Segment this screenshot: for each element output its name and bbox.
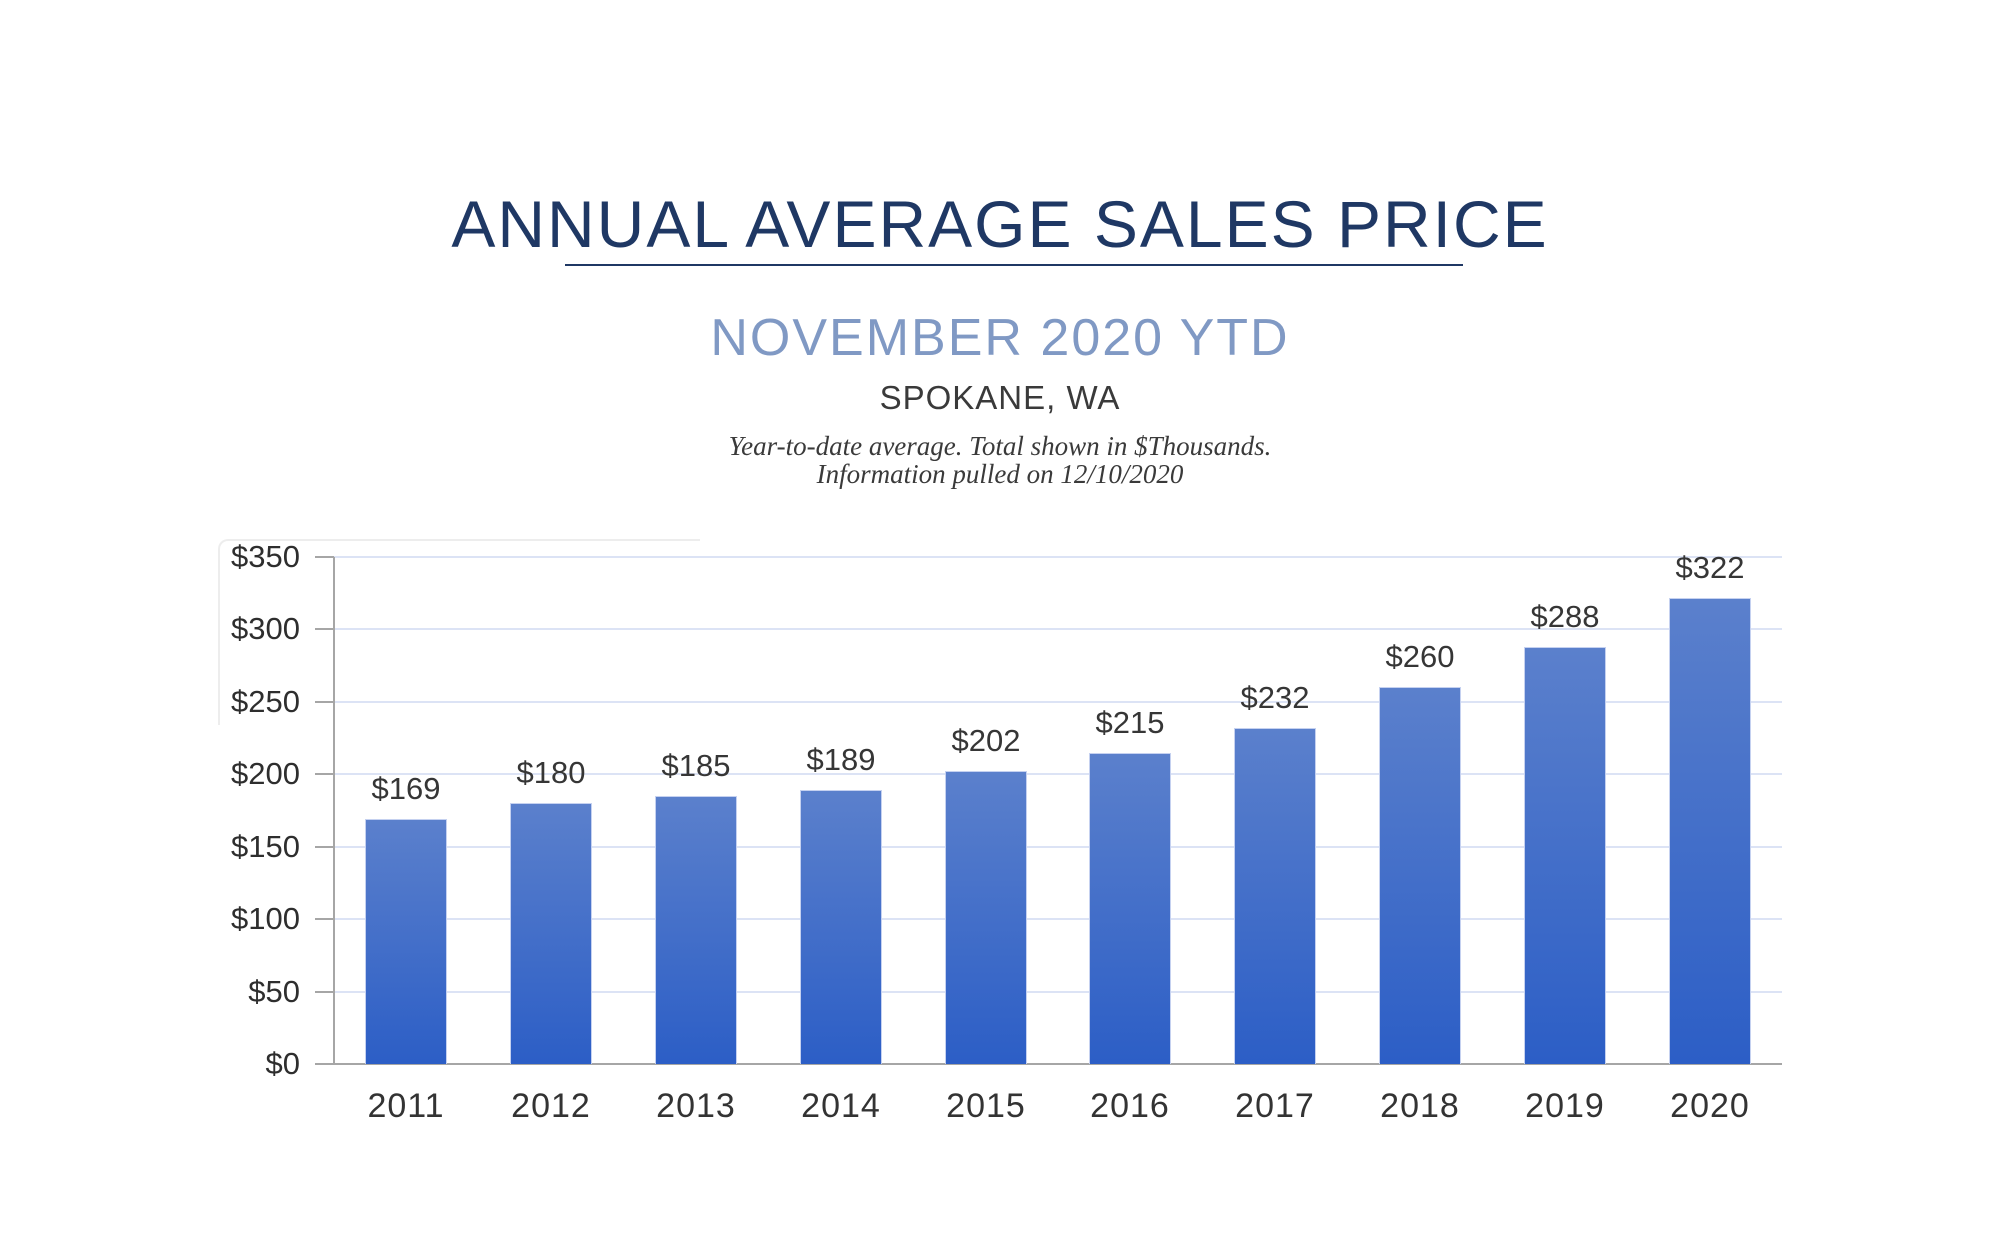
gridline-250 — [334, 701, 1782, 703]
x-axis-label-2020: 2020 — [1670, 1087, 1750, 1125]
x-axis-label-2015: 2015 — [946, 1087, 1026, 1125]
y-axis-tick-200 — [315, 773, 334, 775]
bar-2015 — [945, 771, 1027, 1064]
y-axis-label-100: $100 — [231, 901, 300, 936]
gridline-300 — [334, 628, 1782, 630]
y-axis-tick-300 — [315, 628, 334, 630]
bar-value-2020: $322 — [1675, 550, 1745, 585]
y-axis-label-150: $150 — [231, 829, 300, 864]
bar-2013 — [655, 796, 737, 1064]
gridline-200 — [334, 773, 1782, 775]
gridline-50 — [334, 991, 1782, 993]
x-axis-label-2016: 2016 — [1090, 1087, 1170, 1125]
bar-2014 — [800, 790, 882, 1064]
y-axis-label-350: $350 — [231, 539, 300, 574]
y-axis-label-0: $0 — [265, 1046, 300, 1081]
bar-value-2018: $260 — [1385, 639, 1455, 674]
x-axis-label-2013: 2013 — [656, 1087, 736, 1125]
y-axis-label-200: $200 — [231, 756, 300, 791]
y-axis-tick-250 — [315, 701, 334, 703]
chart-subtitle: NOVEMBER 2020 YTD — [710, 309, 1290, 367]
title-underline — [565, 264, 1463, 266]
bar-value-2015: $202 — [951, 723, 1021, 758]
gridline-350 — [334, 556, 1782, 558]
chart-location: SPOKANE, WA — [879, 379, 1121, 416]
bar-2018 — [1379, 687, 1461, 1064]
bar-value-2014: $189 — [806, 742, 876, 777]
gridline-150 — [334, 846, 1782, 848]
bar-value-2016: $215 — [1095, 705, 1165, 740]
x-axis-line — [334, 1063, 1782, 1065]
bar-value-2019: $288 — [1530, 599, 1600, 634]
x-axis-label-2011: 2011 — [367, 1087, 445, 1125]
x-axis-label-2012: 2012 — [511, 1087, 591, 1125]
y-axis-tick-150 — [315, 846, 334, 848]
chart-note-line1: Year-to-date average. Total shown in $Th… — [728, 431, 1272, 461]
bar-value-2012: $180 — [516, 755, 586, 790]
y-axis-label-250: $250 — [231, 684, 300, 719]
chart-title: ANNUAL AVERAGE SALES PRICE — [451, 187, 1549, 261]
chart-note-line2: Information pulled on 12/10/2020 — [816, 459, 1184, 489]
bar-2020 — [1669, 598, 1751, 1064]
x-axis-label-2019: 2019 — [1525, 1087, 1605, 1125]
x-axis-label-2017: 2017 — [1235, 1087, 1315, 1125]
y-axis-tick-50 — [315, 991, 334, 993]
y-axis-line — [333, 557, 335, 1064]
bar-value-2017: $232 — [1240, 680, 1310, 715]
bar-2019 — [1524, 647, 1606, 1064]
bar-value-2013: $185 — [661, 748, 731, 783]
bar-2011 — [365, 819, 447, 1064]
chart-area-faint-border — [218, 539, 700, 725]
bar-2017 — [1234, 728, 1316, 1064]
bar-value-2011: $169 — [371, 771, 441, 806]
x-axis-label-2014: 2014 — [801, 1087, 881, 1125]
y-axis-label-50: $50 — [248, 974, 300, 1009]
y-axis-tick-100 — [315, 918, 334, 920]
y-axis-label-300: $300 — [231, 611, 300, 646]
bar-2016 — [1089, 753, 1171, 1064]
bar-2012 — [510, 803, 592, 1064]
y-axis-tick-350 — [315, 556, 334, 558]
x-axis-label-2018: 2018 — [1380, 1087, 1460, 1125]
gridline-100 — [334, 918, 1782, 920]
y-axis-tick-0 — [315, 1063, 334, 1065]
